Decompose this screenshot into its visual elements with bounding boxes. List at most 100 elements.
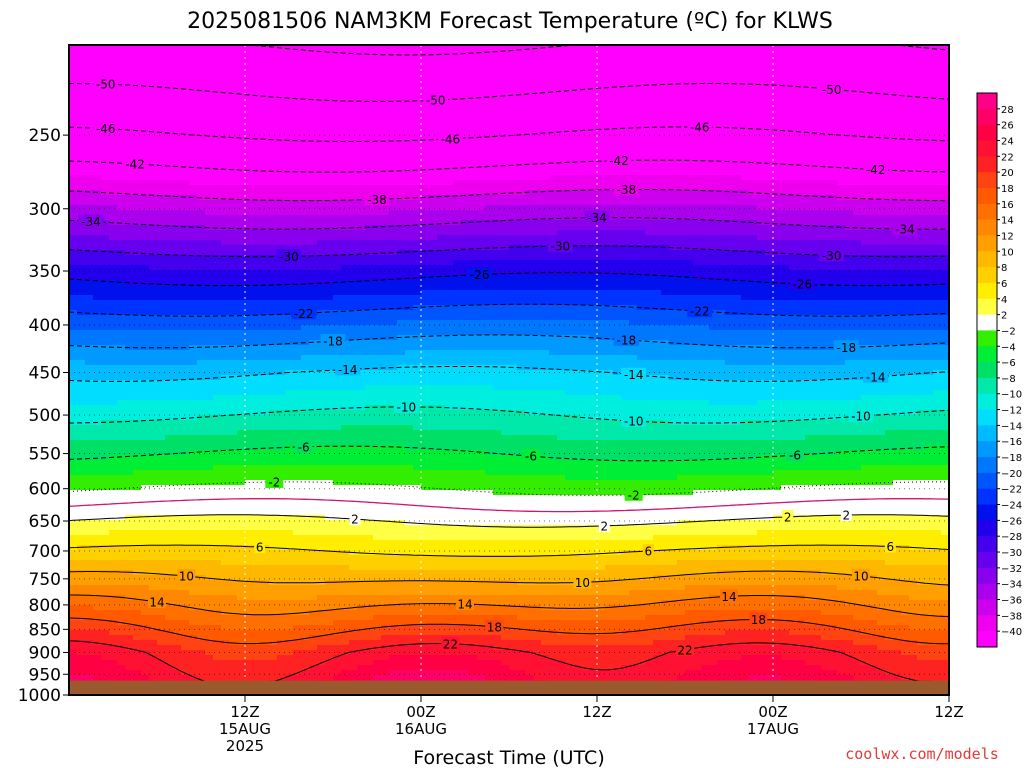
temp-cell — [197, 385, 206, 391]
temp-cell — [221, 635, 230, 641]
temp-cell — [349, 420, 358, 426]
temp-cell — [237, 100, 246, 106]
temp-cell — [365, 180, 374, 186]
temp-cell — [181, 115, 190, 121]
temp-cell — [325, 565, 334, 571]
temp-cell — [293, 600, 302, 606]
temp-cell — [261, 85, 270, 91]
temp-cell — [349, 465, 358, 471]
temp-cell — [157, 290, 166, 296]
temp-cell — [277, 145, 286, 151]
temp-cell — [349, 185, 358, 191]
temp-cell — [85, 400, 94, 406]
temp-cell — [69, 365, 78, 371]
temp-cell — [205, 60, 214, 66]
temp-cell — [277, 350, 286, 356]
temp-cell — [213, 80, 222, 86]
temp-cell — [269, 365, 278, 371]
temp-cell — [149, 225, 158, 231]
temp-cell — [357, 230, 366, 236]
temp-cell — [341, 575, 350, 581]
temp-cell — [197, 270, 206, 276]
temp-cell — [69, 350, 78, 356]
temp-cell — [237, 65, 246, 71]
temp-cell — [165, 210, 174, 216]
temp-cell — [205, 275, 214, 281]
temp-cell — [221, 445, 230, 451]
temp-cell — [285, 120, 294, 126]
temp-cell — [165, 60, 174, 66]
temp-cell — [189, 660, 198, 666]
temp-cell — [109, 460, 118, 466]
temp-cell — [125, 110, 134, 116]
temp-cell — [141, 455, 150, 461]
temp-cell — [77, 350, 86, 356]
temp-cell — [245, 75, 254, 81]
temp-cell — [325, 60, 334, 66]
temp-cell — [277, 510, 286, 516]
temp-cell — [173, 515, 182, 521]
temp-cell — [117, 630, 126, 636]
temp-cell — [301, 60, 310, 66]
temp-cell — [237, 455, 246, 461]
temp-cell — [221, 130, 230, 136]
temp-cell — [365, 185, 374, 191]
temp-cell — [269, 350, 278, 356]
temp-cell — [333, 105, 342, 111]
temp-cell — [205, 260, 214, 266]
temp-cell — [165, 110, 174, 116]
temp-cell — [229, 280, 238, 286]
temp-cell — [293, 290, 302, 296]
temp-cell — [173, 395, 182, 401]
temp-cell — [141, 275, 150, 281]
temp-cell — [181, 385, 190, 391]
temp-cell — [261, 225, 270, 231]
temp-cell — [205, 365, 214, 371]
temp-cell — [285, 130, 294, 136]
temp-cell — [325, 535, 334, 541]
temp-cell — [341, 375, 350, 381]
temp-cell — [261, 670, 270, 676]
temp-cell — [141, 340, 150, 346]
temp-cell — [101, 505, 110, 511]
temp-cell — [221, 345, 230, 351]
temp-cell — [157, 385, 166, 391]
temp-cell — [133, 355, 142, 361]
temp-cell — [109, 95, 118, 101]
temp-cell — [357, 335, 366, 341]
temp-cell — [141, 145, 150, 151]
temp-cell — [261, 265, 270, 271]
temp-cell — [101, 145, 110, 151]
temp-cell — [109, 105, 118, 111]
temp-cell — [189, 220, 198, 226]
temp-cell — [205, 380, 214, 386]
temp-cell — [133, 440, 142, 446]
temp-cell — [341, 385, 350, 391]
temp-cell — [109, 265, 118, 271]
temp-cell — [285, 65, 294, 71]
temp-cell — [277, 310, 286, 316]
temp-cell — [253, 615, 262, 621]
temp-cell — [69, 220, 78, 226]
temp-cell — [309, 225, 318, 231]
temp-cell — [173, 360, 182, 366]
temp-cell — [285, 450, 294, 456]
temp-cell — [69, 605, 78, 611]
temp-cell — [221, 585, 230, 591]
temp-cell — [85, 365, 94, 371]
temp-cell — [309, 620, 318, 626]
temp-cell — [101, 215, 110, 221]
temp-cell — [373, 265, 382, 271]
temp-cell — [173, 260, 182, 266]
temp-cell — [173, 460, 182, 466]
temp-cell — [141, 230, 150, 236]
temp-cell — [301, 55, 310, 61]
temp-cell — [101, 435, 110, 441]
temp-cell — [157, 190, 166, 196]
temp-cell — [165, 620, 174, 626]
temp-cell — [245, 355, 254, 361]
temp-cell — [365, 220, 374, 226]
temp-cell — [269, 600, 278, 606]
temp-cell — [277, 405, 286, 411]
temp-cell — [109, 595, 118, 601]
